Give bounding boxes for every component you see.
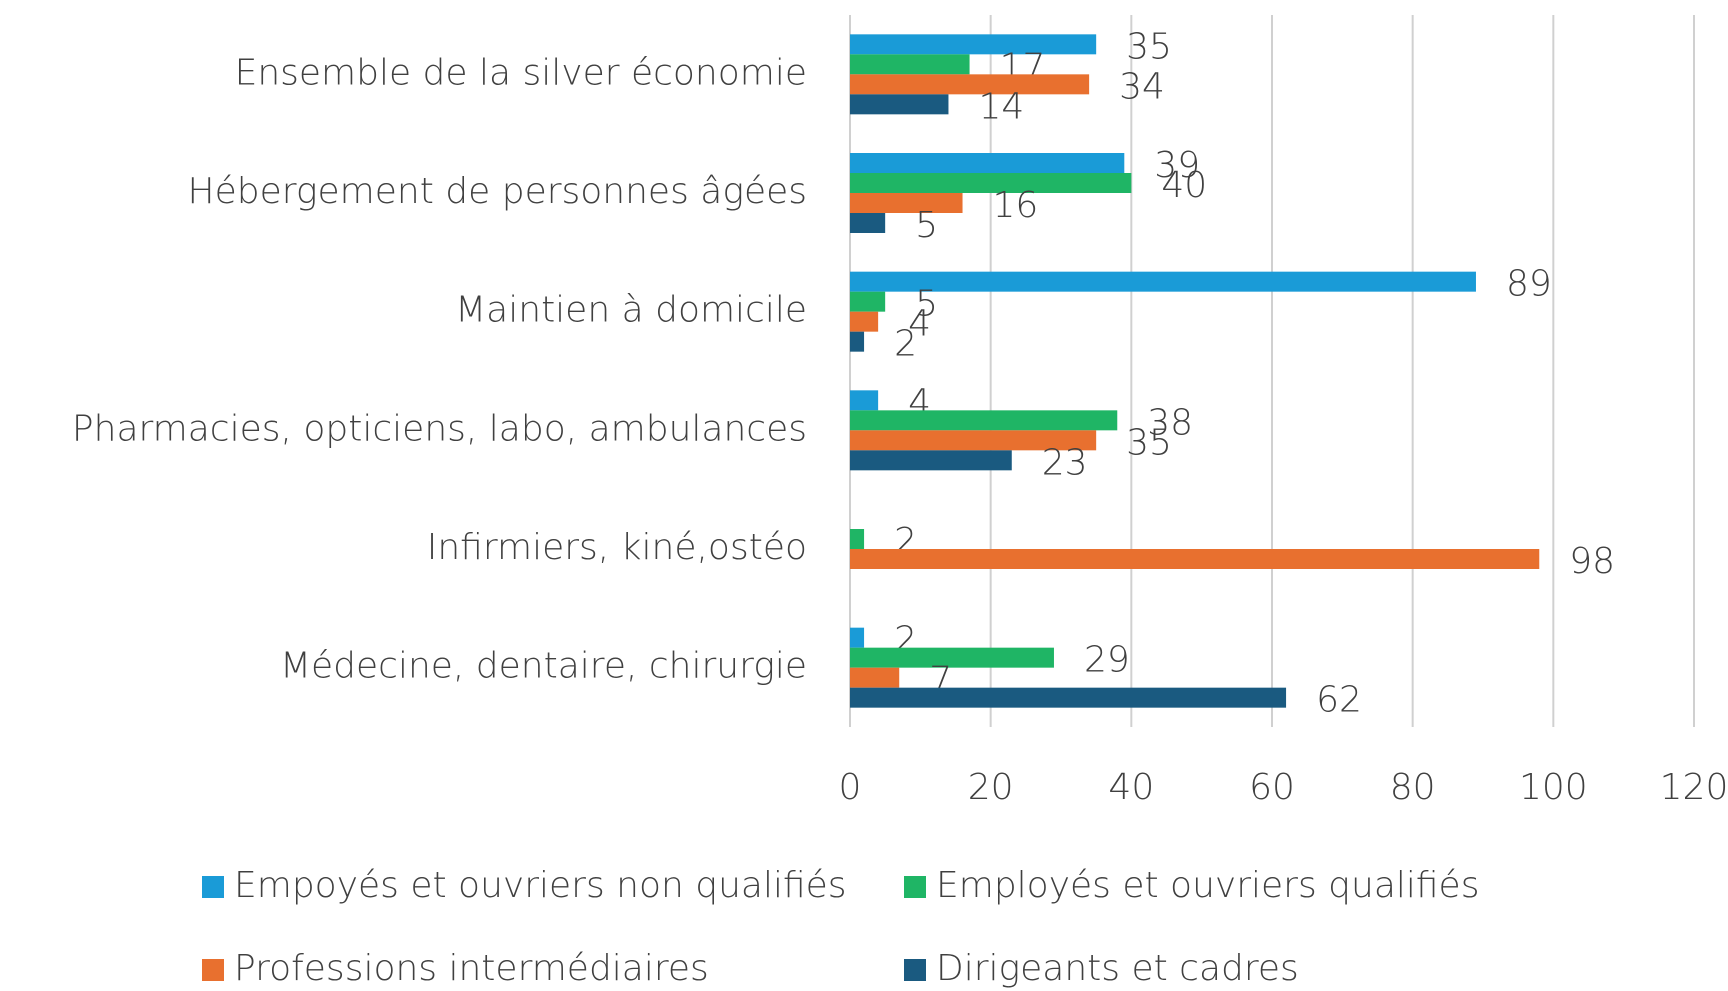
x-tick-label: 60 [1249, 767, 1295, 808]
data-label: 23 [1042, 442, 1088, 483]
bar [850, 430, 1097, 451]
y-tick-label: Pharmacies, opticiens, labo, ambulances [72, 408, 807, 449]
bar [850, 54, 970, 75]
data-label: 62 [1316, 680, 1362, 721]
data-label: 4 [908, 304, 931, 345]
bar [850, 450, 1012, 471]
x-tick-label: 0 [839, 767, 862, 808]
data-label: 34 [1119, 66, 1165, 107]
bar [850, 291, 886, 312]
legend-label: Empoyés et ouvriers non qualifiés [234, 865, 847, 906]
legend-swatch [202, 959, 224, 981]
legend-label: Professions intermédiaires [234, 948, 709, 989]
bar [850, 331, 865, 352]
bar [850, 549, 1540, 569]
y-tick-label: Hébergement de personnes âgées [188, 171, 807, 212]
bar [850, 271, 1476, 292]
y-tick-label: Infirmiers, kiné,ostéo [427, 527, 807, 568]
data-label: 40 [1161, 165, 1207, 206]
data-label: 35 [1126, 422, 1172, 463]
data-label: 5 [915, 284, 938, 325]
bar [850, 94, 949, 115]
x-tick-label: 80 [1390, 767, 1436, 808]
data-label: 14 [978, 86, 1024, 127]
bar [850, 647, 1054, 668]
data-label: 98 [1569, 541, 1615, 582]
data-label: 16 [993, 185, 1039, 226]
y-tick-label: Médecine, dentaire, chirurgie [280, 646, 807, 687]
x-tick-label: 40 [1108, 767, 1154, 808]
legend-swatch [904, 876, 926, 898]
bar [850, 34, 1097, 55]
bar [850, 74, 1090, 95]
legend-label: Employés et ouvriers qualifiés [936, 865, 1479, 906]
bar [850, 213, 886, 233]
data-label: 89 [1506, 264, 1552, 305]
data-label: 38 [1147, 402, 1193, 443]
bar [850, 667, 900, 688]
x-tick-label: 120 [1660, 767, 1728, 808]
legend-label: Dirigeants et cadres [936, 948, 1299, 989]
data-label: 35 [1126, 26, 1172, 67]
y-tick-label: Maintien à domicile [455, 290, 807, 331]
data-label: 29 [1084, 640, 1130, 681]
bar [850, 687, 1287, 708]
data-label: 5 [915, 205, 938, 246]
bar [850, 193, 963, 213]
x-tick-label: 100 [1519, 767, 1588, 808]
bar [850, 173, 1132, 193]
bar [850, 627, 865, 648]
x-tick-label: 20 [968, 767, 1014, 808]
legend-swatch [202, 876, 224, 898]
bar [850, 311, 879, 332]
bar [850, 529, 865, 549]
y-tick-label: Ensemble de la silver économie [235, 52, 807, 93]
data-label: 2 [894, 324, 917, 365]
bar [850, 153, 1125, 173]
bar [850, 390, 879, 411]
data-label: 39 [1154, 145, 1200, 186]
legend-swatch [904, 959, 926, 981]
bar [850, 410, 1118, 431]
